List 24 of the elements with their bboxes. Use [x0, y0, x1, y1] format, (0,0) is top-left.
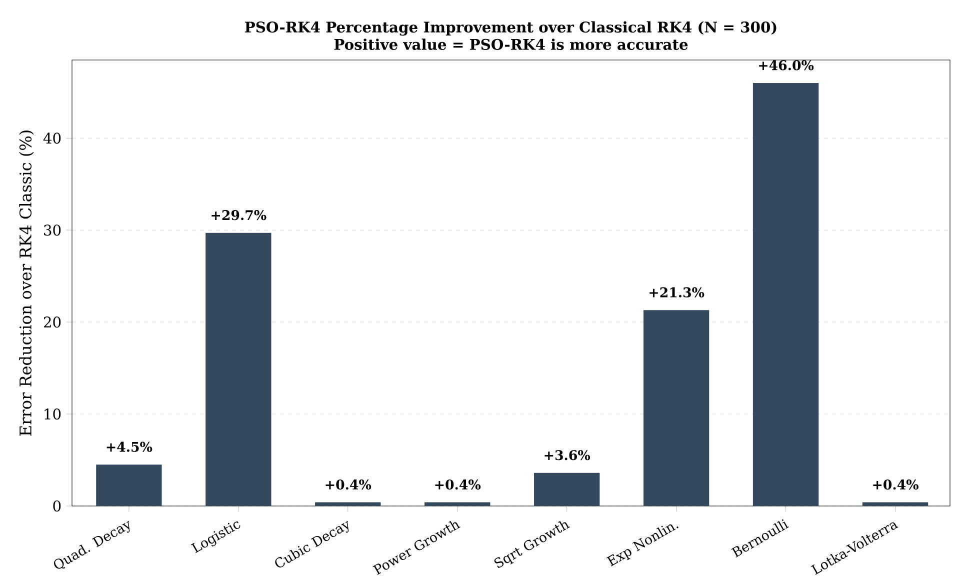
y-tick-label: 30	[44, 224, 61, 236]
y-tick-label: 0	[53, 500, 61, 512]
chart-title: PSO-RK4 Percentage Improvement over Classical RK4 (N = 300)	[245, 21, 776, 36]
bar	[643, 310, 710, 506]
data-label: +29.7%	[212, 210, 266, 220]
data-label: +46.0%	[759, 60, 814, 70]
bar	[424, 502, 490, 506]
data-label: +4.5%	[106, 442, 152, 452]
bar	[206, 232, 272, 506]
data-label: +3.6%	[544, 450, 590, 460]
data-label: +0.4%	[873, 479, 918, 490]
y-tick-label: 20	[44, 316, 61, 328]
data-label: +0.4%	[326, 479, 372, 490]
bar	[752, 82, 819, 506]
y-axis-title: Error Reduction over RK4 Classic (%)	[19, 130, 34, 436]
bar	[315, 502, 381, 506]
y-tick-label: 40	[43, 132, 61, 144]
bar	[534, 472, 600, 506]
y-tick-label: 10	[44, 408, 61, 420]
data-label: +21.3%	[650, 287, 704, 298]
bar	[96, 464, 162, 506]
bar	[862, 502, 928, 506]
data-label: +0.4%	[435, 479, 481, 490]
chart-subtitle: Positive value = PSO-RK4 is more accurate	[334, 38, 688, 50]
